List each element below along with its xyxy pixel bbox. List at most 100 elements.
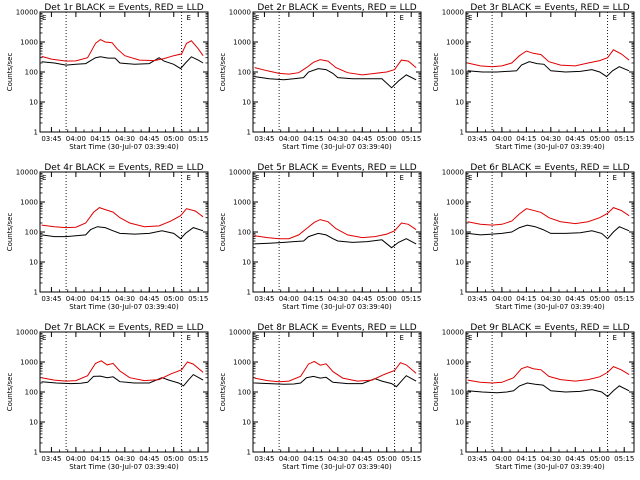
e-marker: E bbox=[612, 174, 616, 182]
x-tick-label: 04:30 bbox=[115, 135, 135, 143]
e-marker: E bbox=[468, 174, 472, 182]
y-tick-label: 10000 bbox=[16, 9, 38, 17]
y-tick-label: 10000 bbox=[229, 329, 251, 337]
chart-title: Det 9r BLACK = Events, RED = LLD bbox=[470, 323, 629, 333]
y-tick-label: 10000 bbox=[442, 329, 464, 337]
x-tick-label: 05:00 bbox=[164, 455, 184, 463]
chart-title: Det 6r BLACK = Events, RED = LLD bbox=[470, 163, 629, 173]
x-axis-label: Start Time (30-Jul-07 03:39:40) bbox=[69, 143, 179, 151]
y-tick-label: 10000 bbox=[16, 169, 38, 177]
x-tick-label: 03:45 bbox=[467, 135, 487, 143]
x-tick-label: 05:00 bbox=[377, 295, 397, 303]
x-axis-label: Start Time (30-Jul-07 03:39:40) bbox=[69, 463, 179, 471]
e-marker: E bbox=[399, 14, 403, 22]
x-tick-label: 04:15 bbox=[90, 135, 110, 143]
y-tick-label: 1000 bbox=[233, 199, 251, 207]
x-tick-label: 04:45 bbox=[139, 295, 159, 303]
x-tick-label: 04:30 bbox=[328, 295, 348, 303]
x-tick-label: 05:00 bbox=[377, 135, 397, 143]
series-line bbox=[41, 39, 204, 62]
x-tick-label: 04:15 bbox=[90, 295, 110, 303]
x-axis-label: Start Time (30-Jul-07 03:39:40) bbox=[282, 303, 392, 311]
x-tick-label: 05:15 bbox=[401, 135, 421, 143]
x-axis-label: Start Time (30-Jul-07 03:39:40) bbox=[282, 143, 392, 151]
y-axis-label: Counts/sec bbox=[432, 373, 440, 412]
y-tick-label: 10 bbox=[455, 99, 464, 107]
y-axis-label: Counts/sec bbox=[219, 213, 227, 252]
y-tick-label: 10 bbox=[242, 419, 251, 427]
y-axis-label: Counts/sec bbox=[6, 213, 14, 252]
series-line bbox=[41, 226, 204, 240]
series-line bbox=[254, 219, 417, 240]
series-line bbox=[467, 224, 630, 240]
chart-title: Det 2r BLACK = Events, RED = LLD bbox=[257, 3, 416, 13]
x-tick-label: 04:30 bbox=[115, 295, 135, 303]
y-axis-label: Counts/sec bbox=[6, 53, 14, 92]
x-tick-label: 05:00 bbox=[164, 135, 184, 143]
y-tick-label: 10 bbox=[29, 99, 38, 107]
x-tick-label: 05:00 bbox=[377, 455, 397, 463]
x-tick-label: 04:00 bbox=[66, 455, 86, 463]
y-tick-label: 1000 bbox=[20, 199, 38, 207]
x-axis-label: Start Time (30-Jul-07 03:39:40) bbox=[495, 303, 605, 311]
x-tick-label: 04:15 bbox=[516, 295, 536, 303]
x-tick-label: 05:15 bbox=[188, 135, 208, 143]
y-tick-label: 1 bbox=[460, 449, 464, 457]
series-line bbox=[254, 59, 417, 76]
x-tick-label: 04:45 bbox=[565, 135, 585, 143]
x-tick-label: 04:15 bbox=[90, 455, 110, 463]
y-axis-label: Counts/sec bbox=[432, 53, 440, 92]
y-tick-label: 1000 bbox=[20, 39, 38, 47]
y-tick-label: 100 bbox=[238, 229, 251, 237]
x-axis-label: Start Time (30-Jul-07 03:39:40) bbox=[69, 303, 179, 311]
y-axis-label: Counts/sec bbox=[219, 53, 227, 92]
x-tick-label: 05:15 bbox=[188, 295, 208, 303]
x-tick-label: 05:15 bbox=[614, 135, 634, 143]
y-tick-label: 10000 bbox=[16, 329, 38, 337]
x-tick-label: 04:30 bbox=[328, 135, 348, 143]
x-tick-label: 04:30 bbox=[328, 455, 348, 463]
e-marker: E bbox=[255, 334, 259, 342]
y-tick-label: 10 bbox=[455, 419, 464, 427]
y-tick-label: 1000 bbox=[446, 39, 464, 47]
y-tick-label: 10 bbox=[242, 99, 251, 107]
y-tick-label: 100 bbox=[25, 389, 38, 397]
x-tick-label: 04:45 bbox=[352, 295, 372, 303]
x-axis-label: Start Time (30-Jul-07 03:39:40) bbox=[282, 463, 392, 471]
y-tick-label: 100 bbox=[451, 69, 464, 77]
y-tick-label: 1000 bbox=[233, 359, 251, 367]
series-line bbox=[467, 207, 630, 226]
x-tick-label: 05:15 bbox=[614, 455, 634, 463]
x-tick-label: 04:30 bbox=[541, 295, 561, 303]
series-line bbox=[41, 373, 204, 387]
y-tick-label: 1000 bbox=[233, 39, 251, 47]
chart-title: Det 4r BLACK = Events, RED = LLD bbox=[44, 163, 203, 173]
x-axis-label: Start Time (30-Jul-07 03:39:40) bbox=[495, 463, 605, 471]
e-marker: E bbox=[42, 14, 46, 22]
chart-title: Det 3r BLACK = Events, RED = LLD bbox=[470, 3, 629, 13]
e-marker: E bbox=[186, 174, 190, 182]
x-tick-label: 05:15 bbox=[614, 295, 634, 303]
series-line bbox=[41, 360, 204, 382]
y-tick-label: 100 bbox=[238, 69, 251, 77]
plot-frame bbox=[252, 171, 422, 293]
x-tick-label: 05:15 bbox=[401, 295, 421, 303]
y-tick-label: 10000 bbox=[229, 169, 251, 177]
y-axis-label: Counts/sec bbox=[432, 213, 440, 252]
x-tick-label: 04:45 bbox=[565, 455, 585, 463]
series-line bbox=[254, 375, 417, 388]
y-tick-label: 1 bbox=[34, 129, 38, 137]
x-tick-label: 03:45 bbox=[41, 455, 61, 463]
y-tick-label: 1 bbox=[247, 449, 251, 457]
x-tick-label: 04:00 bbox=[66, 295, 86, 303]
e-marker: E bbox=[612, 334, 616, 342]
chart-title: Det 8r BLACK = Events, RED = LLD bbox=[257, 323, 416, 333]
x-tick-label: 05:00 bbox=[590, 455, 610, 463]
x-tick-label: 04:00 bbox=[66, 135, 86, 143]
series-line bbox=[41, 207, 204, 229]
x-tick-label: 04:15 bbox=[516, 455, 536, 463]
y-tick-label: 1 bbox=[34, 289, 38, 297]
